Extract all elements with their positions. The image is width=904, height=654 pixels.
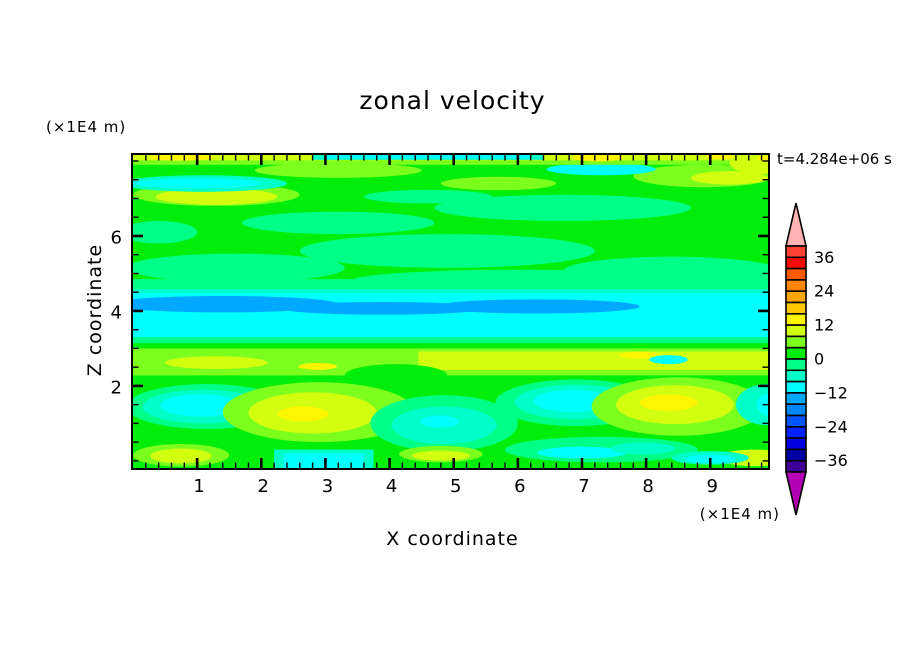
colorbar-label: 36 [814,248,834,267]
x-tick-label: 8 [642,476,654,497]
colorbar-label: 0 [814,350,824,369]
x-tick-label: 2 [257,476,270,497]
y-tick-label: 4 [110,302,122,324]
y-axis-title: Z coordinate [84,243,106,377]
x-tick-label: 9 [706,476,718,497]
x-tick-label: 7 [578,476,590,497]
plot-area [131,153,770,470]
x-tick-label: 5 [449,476,462,497]
chart-title: zonal velocity [359,86,546,115]
axis-ticks [133,155,768,468]
y-axis-units-label: (×1E4 m) [46,118,127,136]
y-tick-labels: 2 4 6 [70,155,122,468]
x-tick-label: 1 [193,476,205,497]
x-tick-label: 3 [321,476,334,497]
field-shapes [133,155,768,468]
colorbar-label: 24 [814,282,834,301]
colorbar-label: −12 [814,383,848,402]
x-tick-labels: 1 2 3 4 5 6 7 8 9 [133,476,772,498]
colorbar-label: −24 [814,417,848,436]
colorbar-label: 12 [814,316,834,335]
colorbar: 36 24 12 0 −12 −24 −36 [784,202,848,516]
x-tick-label: 4 [385,476,398,497]
contour-plot [133,155,768,468]
y-tick-label: 6 [110,227,122,249]
x-axis-title: X coordinate [386,528,519,550]
x-tick-label: 6 [514,476,526,497]
x-axis-units-label: (×1E4 m) [699,505,780,523]
time-label: t=4.284e+06 s [777,150,892,168]
y-tick-label: 2 [110,377,122,399]
colorbar-label: −36 [814,451,848,470]
